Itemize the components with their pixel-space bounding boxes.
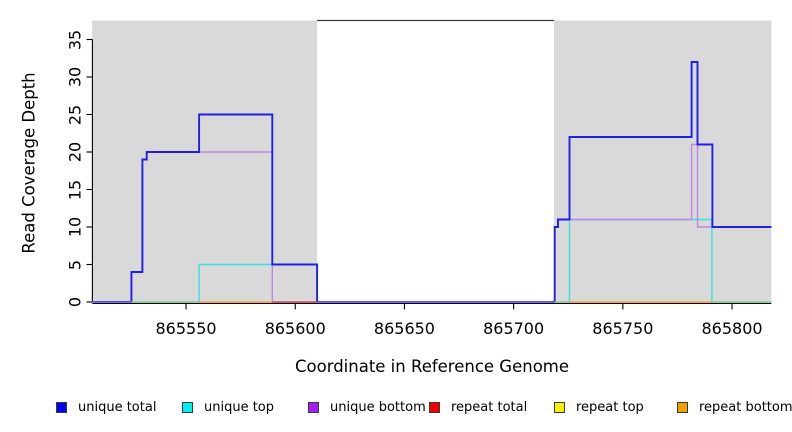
y-tick-label: 30	[65, 66, 85, 88]
legend-item-unique-top: unique top	[182, 400, 274, 415]
legend-label: repeat top	[576, 400, 644, 415]
y-tick-label: 20	[65, 141, 85, 163]
y-tick-label: 25	[65, 104, 85, 125]
x-axis-title: Coordinate in Reference Genome	[294, 357, 570, 376]
x-tick-label: 865800	[701, 319, 763, 338]
legend-swatch-icon	[554, 402, 565, 413]
x-tick-label: 865650	[373, 319, 435, 338]
y-tick-label: 5	[65, 259, 85, 270]
y-tick-label: 10	[65, 216, 85, 238]
legend-label: unique total	[78, 400, 157, 415]
y-tick-label: 15	[65, 179, 85, 200]
legend-label: unique top	[204, 400, 275, 415]
y-axis-title: Read Coverage Depth	[19, 72, 39, 254]
legend-swatch-icon	[56, 402, 67, 413]
shaded-region	[554, 20, 772, 303]
legend-swatch-icon	[429, 402, 440, 413]
x-tick-label: 865700	[483, 319, 545, 338]
shaded-region	[92, 20, 318, 303]
legend-item-repeat-top: repeat top	[554, 400, 644, 415]
legend-label: repeat bottom	[699, 400, 792, 415]
x-tick-label: 865550	[155, 319, 217, 338]
legend-item-repeat-total: repeat total	[429, 400, 527, 415]
legend-swatch-icon	[182, 402, 193, 413]
legend-label: repeat total	[451, 400, 528, 415]
legend-item-unique-bottom: unique bottom	[308, 400, 426, 415]
legend-item-unique-total: unique total	[56, 400, 156, 415]
legend-label: unique bottom	[330, 400, 426, 415]
legend-swatch-icon	[677, 402, 688, 413]
x-tick-label: 865600	[264, 319, 326, 338]
x-tick-label: 865750	[592, 319, 654, 338]
y-tick-label: 0	[65, 296, 85, 308]
legend-swatch-icon	[308, 402, 319, 413]
legend-item-repeat-bottom: repeat bottom	[677, 400, 792, 415]
y-tick-label: 35	[65, 29, 85, 50]
